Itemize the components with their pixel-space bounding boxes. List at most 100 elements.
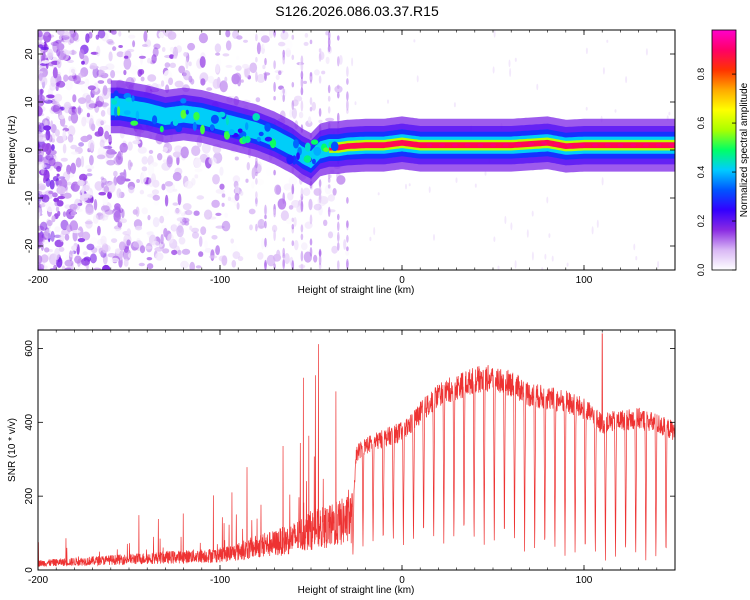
heatmap-noise-cell [169, 46, 175, 53]
heatmap-peak [604, 143, 611, 147]
heatmap-noise-cell [596, 219, 599, 228]
heatmap-stripe-cell [282, 192, 286, 205]
heatmap-stripe-cell [337, 234, 340, 241]
heatmap-noise-cell [100, 176, 105, 180]
heatmap-noise-cell [336, 175, 346, 185]
heatmap-noise-cell [239, 190, 244, 196]
heatmap-noise-cell [301, 242, 308, 251]
heatmap-noise-cell [508, 59, 511, 68]
heatmap-noise-cell [80, 81, 89, 93]
heatmap-noise-cell [251, 181, 255, 189]
heatmap-noise-cell [167, 233, 174, 244]
heatmap-noise-cell [255, 97, 261, 103]
heatmap-noise-cell [504, 215, 507, 225]
colorbar-bar [711, 29, 737, 271]
heatmap-noise-cell [291, 107, 297, 119]
heatmap-noise-cell [188, 61, 192, 67]
heatmap-noise-cell [148, 149, 154, 154]
heatmap-noise-cell [54, 226, 61, 233]
heatmap-noise-cell [275, 185, 281, 195]
heatmap-noise-cell [280, 210, 289, 221]
heatmap-noise-cell [55, 206, 60, 212]
heatmap-noise-cell [323, 219, 328, 226]
heatmap-noise-cell [269, 30, 274, 39]
heatmap-noise-cell [369, 236, 372, 242]
heatmap-noise-cell [314, 69, 320, 76]
heatmap-noise-cell [204, 247, 212, 253]
heatmap-noise-cell [189, 225, 193, 231]
heatmap-stripe-cell [346, 197, 349, 204]
heatmap-noise-cell [46, 94, 55, 99]
heatmap-noise-cell [234, 156, 239, 161]
heatmap-noise-cell [89, 155, 94, 166]
heatmap-noise-cell [78, 72, 85, 78]
heatmap-noise-cell [78, 265, 87, 270]
x-tick-label: -100 [210, 275, 230, 286]
heatmap-noise-cell [185, 209, 193, 216]
heatmap-noise-cell [78, 142, 84, 147]
heatmap-noise-cell [164, 62, 171, 68]
heatmap-noise-cell [259, 30, 266, 38]
heatmap-noise-cell [606, 39, 609, 43]
heatmap-ridge-blob [225, 115, 229, 126]
heatmap-noise-cell [38, 161, 44, 169]
heatmap-stripe-cell [309, 106, 313, 112]
colorbar-tick-label: 0.8 [696, 68, 706, 81]
heatmap-peak [655, 143, 662, 147]
heatmap-noise-cell [127, 252, 137, 259]
x-tick-label: 100 [576, 575, 593, 586]
heatmap-noise-cell [236, 35, 243, 40]
heatmap-ridge-blob [296, 152, 300, 161]
y-tick-label: 20 [24, 48, 35, 60]
heatmap-stripe-cell [264, 237, 267, 248]
heatmap-noise-cell [86, 112, 90, 118]
heatmap-noise-cell [38, 250, 43, 254]
heatmap-noise-cell [313, 254, 318, 263]
heatmap-noise-cell [70, 144, 78, 150]
heatmap-stripe-cell [300, 263, 304, 270]
heatmap-peak [579, 143, 586, 147]
heatmap-noise-cell [97, 126, 104, 137]
heatmap-ridge-blob [200, 124, 205, 135]
heatmap-noise-cell [92, 214, 99, 225]
heatmap-noise-cell [38, 144, 42, 155]
heatmap-noise-cell [408, 183, 411, 187]
heatmap-ridge-blob [330, 141, 339, 152]
heatmap-noise-cell [161, 47, 166, 52]
heatmap-noise-cell [177, 222, 183, 234]
heatmap-noise-cell [51, 215, 56, 223]
heatmap-noise-cell [84, 78, 90, 87]
heatmap-noise-cell [84, 114, 94, 124]
heatmap-noise-cell [215, 52, 221, 56]
heatmap-noise-cell [176, 45, 182, 53]
heatmap-noise-cell [185, 57, 189, 70]
heatmap-noise-cell [332, 188, 337, 196]
heatmap-noise-cell [93, 82, 99, 92]
heatmap-noise-cell [327, 194, 335, 202]
heatmap-stripe-cell [300, 187, 304, 198]
heatmap-noise-cell [92, 67, 99, 79]
heatmap-ridge-blob [130, 120, 139, 126]
heatmap-noise-cell [182, 70, 191, 81]
x-tick-label: -100 [210, 575, 230, 586]
heatmap-noise-cell [302, 187, 311, 196]
heatmap-ridge-blob [303, 155, 312, 163]
heatmap-noise-cell [180, 260, 189, 269]
heatmap-noise-cell [141, 156, 148, 165]
heatmap-noise-cell [163, 227, 168, 238]
heatmap-noise-cell [166, 156, 173, 168]
heatmap-ridge-blob [209, 124, 215, 131]
heatmap-noise-cell [118, 218, 128, 224]
heatmap-noise-cell [307, 116, 312, 124]
heatmap-noise-cell [158, 31, 164, 38]
heatmap-noise-cell [123, 233, 132, 246]
heatmap-noise-cell [63, 192, 72, 199]
heatmap-noise-cell [130, 241, 140, 251]
heatmap-ridge-blob [245, 122, 249, 131]
heatmap-noise-cell [99, 139, 105, 148]
heatmap-noise-cell [56, 186, 66, 195]
heatmap-noise-cell [38, 102, 44, 107]
heatmap-noise-cell [70, 151, 79, 155]
heatmap-stripe-cell [264, 57, 267, 66]
